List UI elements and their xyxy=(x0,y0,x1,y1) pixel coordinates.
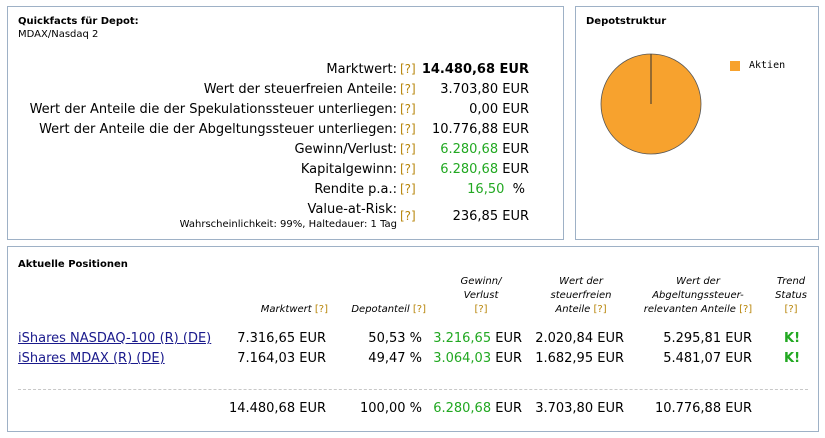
quickfacts-title: Quickfacts für Depot: xyxy=(18,16,139,27)
pie-chart xyxy=(600,53,702,155)
header-abgeltung: Wert der Abgeltungssteuer-relevanten Ant… xyxy=(638,275,758,317)
marktwert-label: Marktwert: xyxy=(326,62,397,77)
kapitalgewinn-amount: 6.280,68 xyxy=(440,162,499,177)
help-link[interactable]: [?] xyxy=(314,304,328,315)
row-gewinn: Gewinn/Verlust: [?] 6.280,68 EUR xyxy=(8,142,565,162)
total-steuerfrei: 3.703,80 EUR xyxy=(535,401,624,416)
cell-gewinn-amount: 3.216,65 xyxy=(433,331,492,346)
cell-depotanteil: 50,53 % xyxy=(368,331,422,346)
cell-steuerfrei: 1.682,95 EUR xyxy=(535,351,624,366)
var-label: Value-at-Risk: xyxy=(307,202,397,217)
total-marktwert: 14.480,68 EUR xyxy=(228,401,326,416)
rendite-amount: 16,50 xyxy=(467,182,505,197)
header-trend-label: Trend Status xyxy=(775,276,807,301)
row-spekulation: Wert der Anteile die der Spekulationsste… xyxy=(8,102,565,122)
depotstruktur-panel: Depotstruktur Aktien xyxy=(575,6,819,240)
header-abgeltung-label: Wert der Abgeltungssteuer-relevanten Ant… xyxy=(643,276,744,315)
help-link[interactable]: [?] xyxy=(400,122,416,136)
cell-gewinn-unit: EUR xyxy=(495,351,522,366)
cell-gewinn: 3.064,03 EUR xyxy=(428,351,522,366)
kapitalgewinn-label: Kapitalgewinn: xyxy=(300,162,397,177)
header-depotanteil-label: Depotanteil xyxy=(351,304,410,315)
var-note: Wahrscheinlichkeit: 99%, Haltedauer: 1 T… xyxy=(179,219,397,230)
help-link[interactable]: [?] xyxy=(784,304,798,315)
help-link[interactable]: [?] xyxy=(593,304,607,315)
quickfacts-panel: Quickfacts für Depot: MDAX/Nasdaq 2 Mark… xyxy=(7,6,564,240)
kapitalgewinn-unit: EUR xyxy=(502,162,529,177)
var-value: 236,85 EUR xyxy=(452,209,529,224)
header-gewinn: Gewinn/ Verlust [?] xyxy=(448,275,514,317)
total-gewinn: 6.280,68 EUR xyxy=(428,401,522,416)
help-link[interactable]: [?] xyxy=(412,304,426,315)
header-gewinn-label: Gewinn/ Verlust xyxy=(460,276,502,301)
gewinn-unit: EUR xyxy=(502,142,529,157)
legend-swatch-aktien xyxy=(730,61,740,71)
spekulation-label: Wert der Anteile die der Spekulationsste… xyxy=(29,102,397,117)
trend-status: K! xyxy=(784,331,801,346)
row-rendite: Rendite p.a.: [?] 16,50 % xyxy=(8,182,565,202)
separator xyxy=(18,389,808,390)
header-steuerfrei-label: Wert der steuerfreien Anteile xyxy=(550,276,612,315)
gewinn-value: 6.280,68 EUR xyxy=(440,142,529,157)
depotstruktur-title: Depotstruktur xyxy=(586,16,667,27)
cell-steuerfrei: 2.020,84 EUR xyxy=(535,331,624,346)
row-kapitalgewinn: Kapitalgewinn: [?] 6.280,68 EUR xyxy=(8,162,565,182)
cell-marktwert: 7.316,65 EUR xyxy=(237,331,326,346)
row-marktwert: Marktwert: [?] 14.480,68 EUR xyxy=(8,62,565,82)
cell-abgeltung: 5.295,81 EUR xyxy=(663,331,752,346)
total-depotanteil: 100,00 % xyxy=(360,401,422,416)
abgeltung-value: 10.776,88 EUR xyxy=(431,122,529,137)
spekulation-value: 0,00 EUR xyxy=(469,102,529,117)
cell-marktwert: 7.164,03 EUR xyxy=(237,351,326,366)
header-steuerfrei: Wert der steuerfreien Anteile [?] xyxy=(538,275,624,317)
header-marktwert-label: Marktwert xyxy=(260,304,312,315)
rendite-unit: % xyxy=(512,182,525,197)
header-marktwert: Marktwert [?] xyxy=(228,303,328,317)
total-abgeltung: 10.776,88 EUR xyxy=(654,401,752,416)
row-abgeltung: Wert der Anteile die der Abgeltungssteue… xyxy=(8,122,565,142)
marktwert-value: 14.480,68 EUR xyxy=(421,62,529,77)
help-link[interactable]: [?] xyxy=(400,182,416,196)
header-depotanteil: Depotanteil [?] xyxy=(326,303,426,317)
help-link[interactable]: [?] xyxy=(400,162,416,176)
abgeltung-label: Wert der Anteile die der Abgeltungssteue… xyxy=(39,122,397,137)
cell-depotanteil: 49,47 % xyxy=(368,351,422,366)
help-link[interactable]: [?] xyxy=(400,209,416,223)
total-gewinn-amount: 6.280,68 xyxy=(433,401,492,416)
gewinn-amount: 6.280,68 xyxy=(440,142,499,157)
steuerfrei-value: 3.703,80 EUR xyxy=(440,82,529,97)
header-trend: Trend Status [?] xyxy=(766,275,816,317)
row-steuerfrei: Wert der steuerfreien Anteile: [?] 3.703… xyxy=(8,82,565,102)
trend-status: K! xyxy=(784,351,801,366)
cell-gewinn: 3.216,65 EUR xyxy=(428,331,522,346)
positions-title: Aktuelle Positionen xyxy=(18,259,128,270)
position-link-mdax[interactable]: iShares MDAX (R) (DE) xyxy=(18,351,165,366)
steuerfrei-label: Wert der steuerfreien Anteile: xyxy=(203,82,397,97)
legend-label-aktien: Aktien xyxy=(749,60,786,71)
cell-gewinn-amount: 3.064,03 xyxy=(433,351,492,366)
help-link[interactable]: [?] xyxy=(400,62,416,76)
quickfacts-subtitle: MDAX/Nasdaq 2 xyxy=(18,29,99,40)
kapitalgewinn-value: 6.280,68 EUR xyxy=(440,162,529,177)
help-link[interactable]: [?] xyxy=(739,304,753,315)
position-link-nasdaq[interactable]: iShares NASDAQ-100 (R) (DE) xyxy=(18,331,212,346)
cell-gewinn-unit: EUR xyxy=(495,331,522,346)
gewinn-label: Gewinn/Verlust: xyxy=(294,142,397,157)
row-var: Value-at-Risk: Wahrscheinlichkeit: 99%, … xyxy=(8,202,565,232)
help-link[interactable]: [?] xyxy=(400,102,416,116)
positions-panel: Aktuelle Positionen Marktwert [?] Depota… xyxy=(7,246,819,432)
rendite-label: Rendite p.a.: xyxy=(314,182,397,197)
help-link[interactable]: [?] xyxy=(474,304,488,315)
rendite-value: 16,50 % xyxy=(467,182,525,197)
help-link[interactable]: [?] xyxy=(400,142,416,156)
cell-abgeltung: 5.481,07 EUR xyxy=(663,351,752,366)
help-link[interactable]: [?] xyxy=(400,82,416,96)
total-gewinn-unit: EUR xyxy=(495,401,522,416)
